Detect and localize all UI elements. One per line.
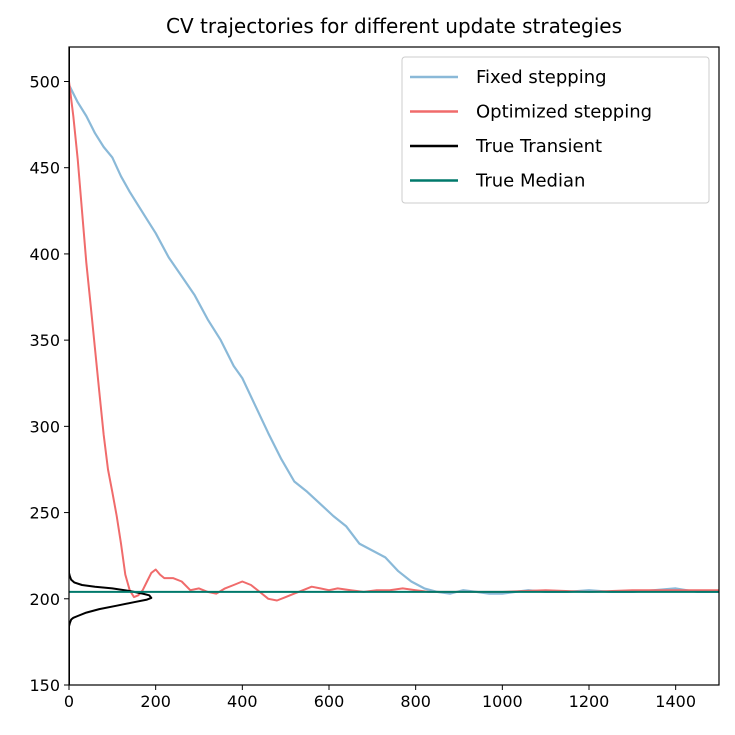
x-tick-label: 200 <box>140 692 171 711</box>
chart-title: CV trajectories for different update str… <box>166 14 622 38</box>
y-tick-label: 200 <box>29 590 60 609</box>
y-tick-label: 400 <box>29 245 60 264</box>
y-tick-label: 150 <box>29 676 60 695</box>
x-tick-label: 600 <box>314 692 345 711</box>
legend-label-fixed-stepping: Fixed stepping <box>476 67 607 88</box>
x-tick-label: 0 <box>64 692 74 711</box>
x-tick-label: 800 <box>400 692 431 711</box>
plot-frame <box>68 46 720 686</box>
plot-area <box>69 47 719 685</box>
y-tick-label: 350 <box>29 331 60 350</box>
legend-label-optimized-stepping: Optimized stepping <box>476 102 652 123</box>
x-tick-label: 1000 <box>482 692 523 711</box>
y-tick-label: 250 <box>29 504 60 523</box>
y-tick-label: 450 <box>29 159 60 178</box>
x-tick-label: 1400 <box>655 692 696 711</box>
y-tick-label: 300 <box>29 417 60 436</box>
series-line-true-transient <box>69 47 153 685</box>
legend: Fixed stepping Optimized stepping True Tra… <box>401 56 710 204</box>
legend-label-true-transient: True Transient <box>475 136 602 157</box>
legend-box <box>401 56 710 204</box>
y-tick-label: 500 <box>29 72 60 91</box>
legend-label-true-median: True Median <box>475 171 585 192</box>
axes: 0 200 400 600 800 1000 1200 1400 150 200 250 300 350… <box>29 46 720 711</box>
x-tick-label: 1200 <box>569 692 610 711</box>
x-tick-label: 400 <box>227 692 258 711</box>
